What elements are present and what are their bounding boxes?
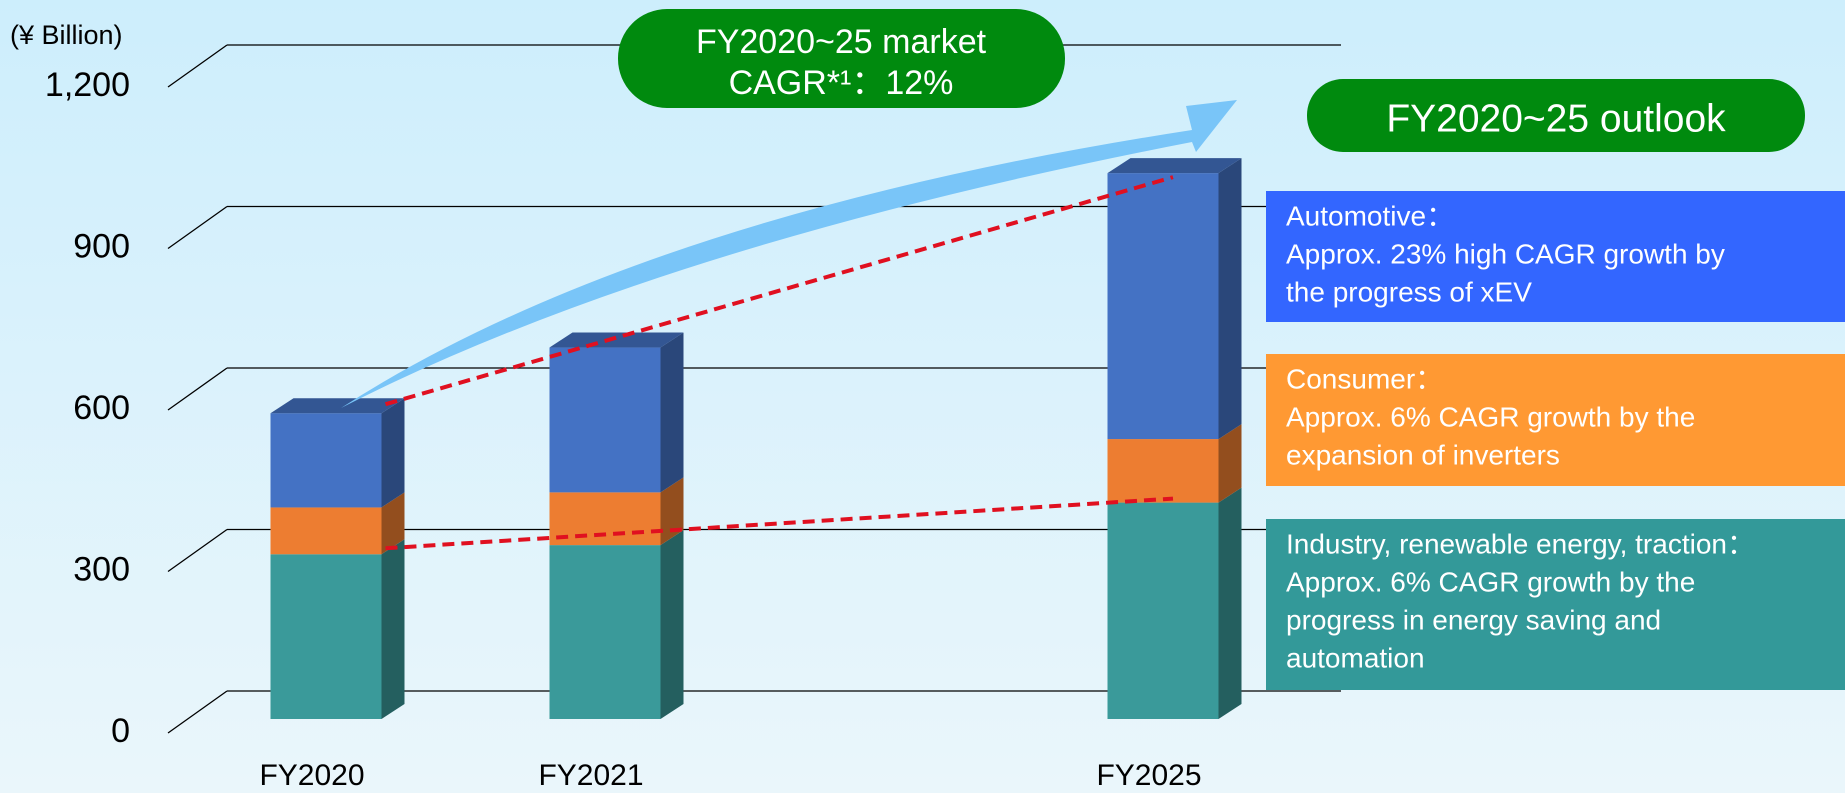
- x-tick-label: FY2020: [259, 759, 364, 792]
- bar-side: [1218, 487, 1242, 719]
- bar-side: [381, 492, 405, 555]
- legend-name: Automotive：: [1286, 200, 1454, 231]
- legend-name: Consumer：: [1286, 363, 1443, 394]
- legend-box: [1266, 354, 1845, 486]
- y-tick-label: 1,200: [45, 66, 130, 104]
- x-tick-label: FY2021: [538, 759, 643, 792]
- x-tick-label: FY2025: [1096, 759, 1201, 792]
- bar-side: [660, 530, 684, 719]
- bar-top: [549, 332, 684, 348]
- legend-description: Approx. 6% CAGR growth by the: [1286, 401, 1695, 432]
- bar-side: [381, 539, 405, 719]
- bar: [1107, 439, 1219, 503]
- bar: [270, 554, 382, 719]
- grid-diagonal: [167, 690, 228, 734]
- legend-description: progress in energy saving and: [1286, 604, 1661, 635]
- legend-box: [1266, 191, 1845, 322]
- bar: [549, 545, 661, 719]
- market-badge-line: CAGR*¹：12%: [729, 64, 954, 102]
- legend-box: [1266, 519, 1845, 690]
- bar-top: [270, 398, 405, 414]
- outlook-badge-text: FY2020~25 outlook: [1386, 97, 1726, 140]
- y-tick-label: 600: [73, 389, 130, 427]
- unit-label: (¥ Billion): [10, 20, 123, 50]
- bar: [1107, 173, 1219, 440]
- bar-side: [660, 332, 684, 493]
- bar-side: [1218, 158, 1242, 440]
- market-badge: [618, 9, 1065, 108]
- legend-name: Industry, renewable energy, traction：: [1286, 528, 1755, 559]
- bar-top: [1107, 158, 1242, 174]
- y-tick-label: 300: [73, 550, 130, 588]
- grid-diagonal: [167, 528, 228, 573]
- trend-line: [385, 496, 1174, 551]
- bar-side: [381, 398, 405, 508]
- grid-diagonal: [167, 205, 228, 250]
- y-tick-label: 0: [111, 712, 130, 750]
- legend-description: expansion of inverters: [1286, 439, 1560, 470]
- bar-side: [1218, 424, 1242, 503]
- market-badge-line: FY2020~25 market: [696, 23, 987, 61]
- growth-arrow: [341, 100, 1237, 408]
- legend-description: Approx. 23% high CAGR growth by: [1286, 238, 1725, 269]
- legend-description: automation: [1286, 642, 1425, 673]
- legend-description: the progress of xEV: [1286, 276, 1532, 307]
- grid-diagonal: [167, 44, 228, 88]
- legend-description: Approx. 6% CAGR growth by the: [1286, 566, 1695, 597]
- outlook-badge: [1307, 79, 1805, 152]
- y-tick-label: 900: [73, 227, 130, 265]
- bar: [270, 507, 382, 555]
- bar: [549, 347, 661, 493]
- bar: [1107, 502, 1219, 719]
- trend-line: [384, 175, 1174, 407]
- bar: [270, 413, 382, 508]
- grid-diagonal: [167, 367, 228, 411]
